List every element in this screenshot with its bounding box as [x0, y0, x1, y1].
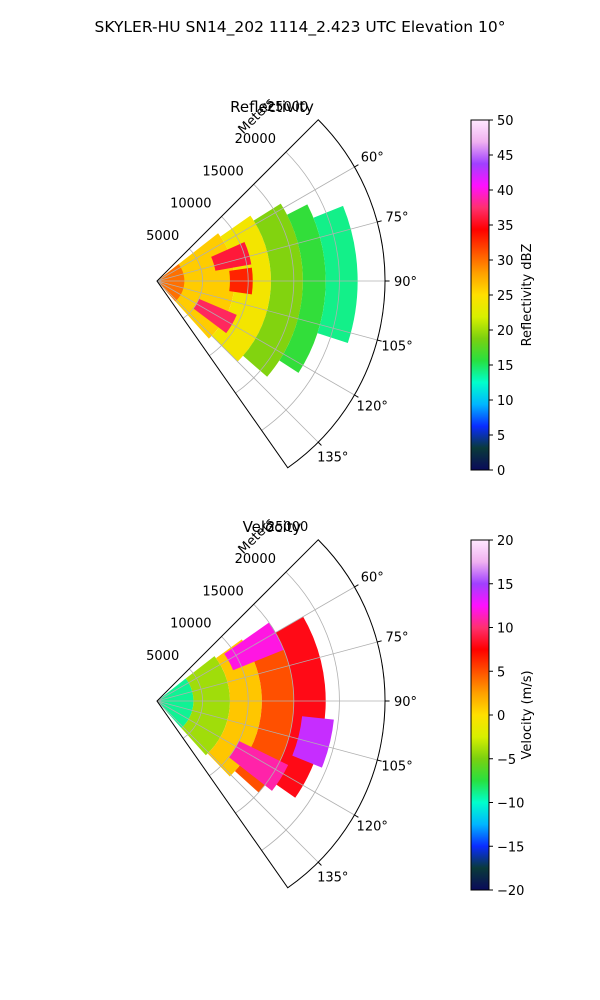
azimuth-line: [156, 280, 319, 443]
colorbar-tick-label: 30: [497, 254, 514, 269]
echo-region: [193, 298, 237, 334]
echo-field: [157, 616, 334, 798]
azimuth-line: [156, 700, 319, 863]
range-label: 15000: [202, 164, 243, 179]
colorbar-tick-label: 20: [497, 534, 514, 549]
azimuth-label: 135°: [317, 451, 348, 466]
range-label: 20000: [235, 132, 276, 147]
colorbar-tick-label: 5: [497, 429, 505, 444]
colorbar-tick-label: 0: [497, 464, 505, 479]
azimuth-tick: [377, 640, 382, 643]
azimuth-tick: [354, 394, 359, 398]
azimuth-label: 105°: [381, 339, 412, 354]
range-label: 10000: [170, 197, 211, 212]
sector-outline: [156, 119, 386, 469]
azimuth-line: [156, 586, 355, 702]
azimuth-label: 90°: [394, 695, 417, 710]
azimuth-tick: [354, 814, 359, 818]
azimuth-tick: [317, 861, 322, 866]
colorbar: 0 5 10 15 20 25 30 35 40 45 50 Reflectivity dBZ: [470, 114, 535, 479]
range-label: 15000: [202, 584, 243, 599]
range-ring: [209, 216, 249, 357]
echo-field: [157, 203, 358, 377]
colorbar-tick-label: −20: [497, 884, 524, 899]
range-ring: [209, 636, 249, 777]
echo-region: [181, 656, 230, 756]
echo-region: [224, 622, 284, 671]
colorbar-tick-label: 50: [497, 114, 514, 129]
colorbar: −20 −15 −10 −5 0 5 10 15 20 Velocity (m/s): [470, 534, 535, 899]
velocity-panel: Velocity 60° 75° 90° 105° 120° 135° 5000 10000 15…: [146, 515, 535, 899]
azimuth-label: 90°: [394, 275, 417, 290]
azimuth-label: 135°: [317, 871, 348, 886]
colorbar-tick-label: −5: [497, 753, 516, 768]
azimuth-tick: [377, 339, 382, 342]
colorbar-tick-label: 25: [497, 289, 514, 304]
colorbar-tick-label: 10: [497, 622, 514, 637]
colorbar-tick-label: 45: [497, 149, 514, 164]
range-label: 5000: [146, 649, 179, 664]
azimuth-label: 60°: [361, 571, 384, 586]
azimuth-line: [156, 221, 378, 282]
echo-region: [313, 205, 358, 344]
azimuth-line: [156, 166, 355, 282]
colorbar-tick-label: 10: [497, 394, 514, 409]
range-ring: [182, 248, 203, 319]
colorbar-tick-label: −15: [497, 840, 524, 855]
azimuth-line: [156, 700, 378, 761]
azimuth-tick: [354, 584, 359, 588]
colorbar-body: [470, 539, 490, 891]
reflectivity-panel: Reflectivity60°75°90°105°120°135°5000100…: [146, 95, 535, 479]
echo-region: [292, 716, 334, 768]
colorbar-label: Reflectivity dBZ: [520, 244, 535, 347]
colorbar-label: Velocity (m/s): [520, 670, 535, 759]
range-label: 25000: [267, 520, 308, 535]
azimuth-tick: [377, 759, 382, 762]
range-label: 20000: [235, 552, 276, 567]
azimuth-label: 60°: [361, 151, 384, 166]
colorbar-tick-label: 40: [497, 184, 514, 199]
azimuth-line: [156, 641, 378, 702]
azimuth-label: 75°: [386, 211, 409, 226]
colorbar-tick-label: 0: [497, 709, 505, 724]
echo-region: [243, 203, 303, 377]
azimuth-tick: [317, 441, 322, 446]
range-ring: [261, 571, 340, 851]
colorbar-tick-label: 15: [497, 578, 514, 593]
range-label: 25000: [267, 100, 308, 115]
colorbar-tick-label: 15: [497, 359, 514, 374]
range-label: 10000: [170, 617, 211, 632]
azimuth-line: [156, 280, 355, 396]
colorbar-tick-label: 20: [497, 324, 514, 339]
range-ring: [182, 668, 203, 739]
azimuth-line: [156, 280, 378, 341]
colorbar-tick-label: −10: [497, 797, 524, 812]
range-label: 5000: [146, 229, 179, 244]
range-ring: [235, 183, 295, 394]
echo-region: [228, 740, 289, 791]
sector-outline: [156, 539, 386, 889]
echo-region: [157, 678, 194, 729]
range-ring: [235, 603, 295, 814]
range-ring: [261, 151, 340, 431]
echo-region: [279, 204, 326, 373]
azimuth-label: 75°: [386, 631, 409, 646]
figure-suptitle: SKYLER-HU SN14_202 1114_2.423 UTC Elevat…: [95, 18, 506, 37]
azimuth-label: 105°: [381, 759, 412, 774]
azimuth-tick: [377, 220, 382, 223]
panel-title: Velocity: [243, 518, 302, 536]
echo-region: [207, 639, 262, 777]
azimuth-label: 120°: [357, 399, 388, 414]
panel-title: Reflectivity: [230, 98, 314, 116]
colorbar-tick-label: 35: [497, 219, 514, 234]
echo-region: [157, 264, 185, 302]
azimuth-line: [156, 700, 355, 816]
azimuth-tick: [354, 164, 359, 168]
colorbar-tick-label: 5: [497, 665, 505, 680]
colorbar-body: [470, 119, 490, 471]
azimuth-label: 120°: [357, 819, 388, 834]
